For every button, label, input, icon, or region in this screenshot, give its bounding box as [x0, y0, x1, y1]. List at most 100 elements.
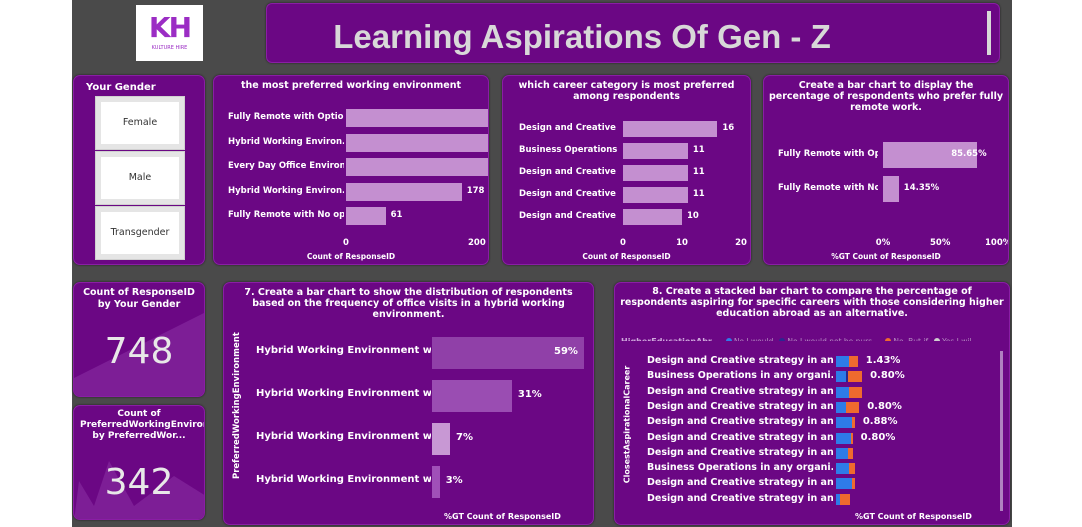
legend-label: No I would — [734, 337, 774, 341]
category-label: Hybrid Working Environ... — [228, 185, 344, 196]
scrollbar — [1000, 351, 1003, 511]
bar-segment — [846, 401, 860, 413]
bar-segment — [849, 386, 863, 398]
category-label: Design and Creative s... — [519, 167, 619, 177]
data-label: 1.43% — [865, 355, 901, 366]
gender-option-transgender[interactable]: Transgender — [96, 207, 184, 259]
category-label: Design and Creative strategy in an... — [647, 492, 833, 504]
category-label: Hybrid Working Environment w... — [256, 388, 431, 399]
bar — [432, 380, 512, 412]
x-tick-label: 20 — [735, 238, 747, 248]
card-wave-decoration — [74, 461, 204, 519]
legend-item: No I would not be purs... — [779, 329, 879, 341]
bar-segment — [836, 386, 850, 398]
data-label: 11 — [692, 145, 705, 155]
bar — [346, 182, 462, 201]
bar-segment — [850, 432, 852, 444]
category-label: Business Operations in any organi... — [647, 462, 833, 474]
legend-label: No. But if — [893, 337, 928, 341]
category-label: Hybrid Working Environment w... — [256, 431, 431, 442]
data-label: 0.80% — [867, 400, 902, 412]
bar — [346, 158, 488, 176]
bar — [623, 143, 688, 159]
card-env-count: Count of PreferredWorkingEnvironment by … — [73, 405, 205, 520]
category-label: Design and Creative strategy in an... — [647, 400, 833, 412]
category-label: Hybrid Working Environ... — [228, 136, 344, 147]
card-value: 748 — [104, 331, 174, 372]
logo-mark: KH — [148, 11, 192, 44]
data-label: 14.35% — [903, 183, 940, 193]
x-tick-label: 0 — [343, 238, 349, 248]
legend-swatch — [885, 338, 892, 341]
data-label: 10 — [687, 211, 699, 221]
bar-segment — [849, 463, 855, 475]
category-label: Design and Creative strategy in an... — [647, 385, 833, 397]
card-response-count: Count of ResponseID by Your Gender 748 — [73, 282, 205, 397]
category-label: Design and Creative strategy in an... — [647, 477, 833, 489]
title-cursor — [987, 11, 991, 55]
category-label: Fully Remote with Optio... — [228, 112, 344, 122]
y-axis-label: PreferredWorkingEnvironment — [232, 332, 242, 479]
bar-segment — [846, 371, 848, 383]
category-label: Every Day Office Environ... — [228, 161, 344, 171]
chart-title: 7. Create a bar chart to show the distri… — [244, 287, 573, 320]
x-axis-label: %GT Count of ResponseID — [855, 512, 972, 521]
data-label: 0.88% — [862, 416, 898, 428]
x-tick-label: 100% — [985, 238, 1009, 248]
bar-segment — [836, 447, 848, 459]
category-label: Design and Creative strategy in an... — [647, 431, 833, 443]
category-label: Design and Creative s... — [519, 123, 619, 133]
category-label: Design and Creative strategy in an... — [647, 416, 833, 428]
data-label: 178 — [466, 185, 485, 196]
x-tick-label: 50% — [930, 238, 951, 248]
category-label: Design and Creative strategy in an... — [647, 446, 833, 458]
chart-title: Create a bar chart to display the percen… — [768, 80, 1004, 113]
x-axis-label: Count of ResponseID — [306, 252, 396, 261]
bar-segment — [840, 493, 851, 505]
legend-item: Yes I wil — [934, 329, 972, 341]
slicer-title: Your Gender — [86, 82, 156, 93]
category-label: Business Operations in any organi... — [647, 370, 833, 382]
chart-hybrid-frequency: 7. Create a bar chart to show the distri… — [223, 282, 594, 525]
data-label: 59% — [554, 346, 578, 357]
data-label: 85.65% — [951, 149, 987, 159]
chart-title: the most preferred working environment — [240, 80, 462, 91]
category-label: Design and Creative strategy in an... — [647, 355, 833, 366]
bar-segment — [836, 371, 847, 383]
bar — [432, 337, 584, 369]
bar — [346, 133, 488, 152]
data-label: 16 — [722, 123, 735, 133]
bar-segment — [836, 356, 850, 367]
bar — [623, 121, 718, 137]
data-label: 11 — [692, 167, 705, 177]
card-label: Count of PreferredWorkingEnvironment by … — [80, 409, 204, 441]
category-label: Business Operations i... — [519, 145, 619, 155]
legend-item: No. But if — [885, 329, 928, 341]
bar-segment — [836, 432, 851, 444]
data-label: 0.80% — [870, 370, 905, 382]
bar-segment — [836, 493, 841, 505]
legend: HigherEducationAbr... No I would No I woul… — [621, 329, 1009, 341]
chart-title: 8. Create a stacked bar chart to compare… — [620, 286, 1004, 319]
bar — [623, 165, 688, 181]
bar — [432, 466, 440, 498]
bar-segment — [836, 478, 852, 490]
logo: KH KULTURE HIRE — [136, 5, 203, 61]
x-tick-label: 0 — [620, 238, 626, 248]
gender-option-female[interactable]: Female — [96, 97, 184, 149]
data-label: 31% — [517, 389, 542, 400]
gender-slicer: Your Gender Female Male Transgender — [73, 75, 205, 265]
bar — [432, 423, 451, 455]
bar — [623, 187, 688, 203]
data-label: 61 — [390, 210, 403, 220]
category-label: Fully Remote with No... — [778, 183, 878, 193]
x-tick-label: 0% — [875, 238, 891, 248]
gender-option-male[interactable]: Male — [96, 152, 184, 204]
x-axis-label: %GT Count of ResponseID — [831, 252, 941, 261]
bar-segment — [836, 401, 847, 413]
data-label: 7% — [456, 432, 474, 443]
card-value: 342 — [104, 462, 174, 503]
bar-segment — [851, 417, 855, 429]
bar — [623, 209, 682, 225]
category-label: Design and Creative s... — [519, 189, 619, 199]
